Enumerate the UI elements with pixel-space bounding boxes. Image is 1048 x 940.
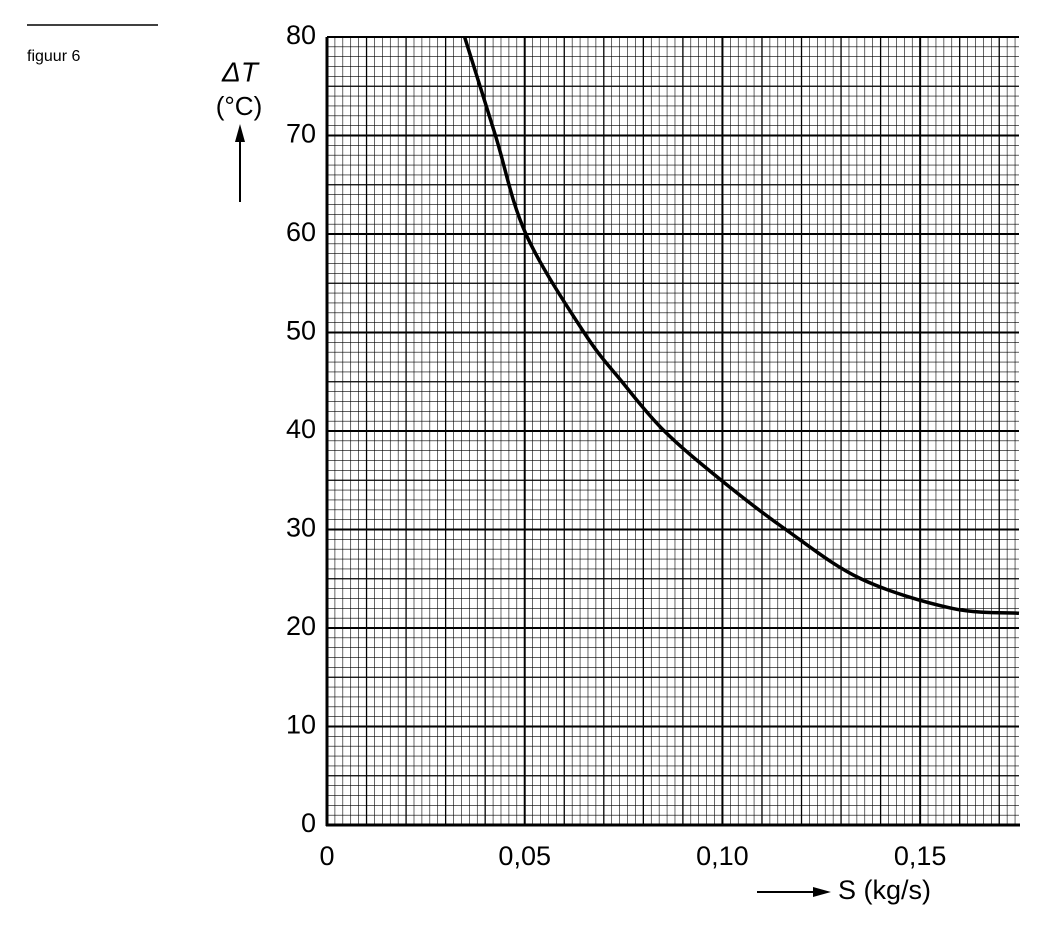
- grid: [326, 36, 1019, 826]
- y-tick-label: 40: [286, 414, 316, 444]
- plot: [462, 36, 1020, 615]
- curve: [462, 36, 1020, 615]
- y-tick-label: 10: [286, 710, 316, 740]
- y-tick-label: 30: [286, 513, 316, 543]
- x-axis-label: S (kg/s): [838, 875, 931, 905]
- y-tick-label: 20: [286, 611, 316, 641]
- caption: figuur 6: [27, 48, 80, 65]
- y-tick-label: 0: [301, 808, 316, 838]
- x-tick-label: 0: [319, 841, 334, 871]
- y-arrow-head: [235, 124, 245, 142]
- x-tick-label: 0,10: [696, 841, 749, 871]
- x-tick-label: 0,15: [894, 841, 947, 871]
- y-tick-label: 60: [286, 217, 316, 247]
- y-axis-label: ΔT: [221, 56, 260, 87]
- x-arrow-head: [813, 887, 831, 897]
- y-tick-label: 80: [286, 20, 316, 50]
- x-tick-label: 0,05: [498, 841, 551, 871]
- y-tick-label: 50: [286, 316, 316, 346]
- y-axis-unit: (°C): [216, 91, 263, 121]
- y-tick-label: 70: [286, 119, 316, 149]
